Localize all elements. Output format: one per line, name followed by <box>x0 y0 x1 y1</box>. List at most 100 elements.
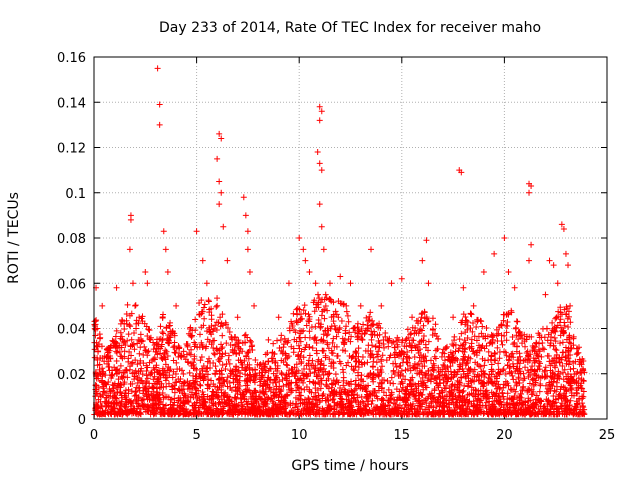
roti-point <box>567 397 574 404</box>
x-tick-label: 0 <box>90 428 98 443</box>
roti-point <box>318 223 325 230</box>
roti-point <box>173 302 180 309</box>
roti-point <box>276 391 283 398</box>
roti-point <box>117 320 124 327</box>
y-tick-label: 0.12 <box>57 142 86 157</box>
roti-point <box>382 329 389 336</box>
roti-point <box>127 216 134 223</box>
roti-point <box>314 149 321 156</box>
roti-point <box>355 345 362 352</box>
roti-point <box>537 375 544 382</box>
y-tick-label: 0.04 <box>57 323 86 338</box>
roti-point <box>334 353 341 360</box>
roti-point <box>378 302 385 309</box>
roti-point <box>557 340 564 347</box>
y-tick-label: 0.16 <box>57 51 86 66</box>
roti-point <box>460 368 467 375</box>
roti-point <box>311 308 318 315</box>
roti-point <box>160 330 167 337</box>
roti-point <box>420 322 427 329</box>
roti-point <box>511 284 518 291</box>
roti-point <box>137 344 144 351</box>
roti-point <box>460 284 467 291</box>
roti-point <box>364 322 371 329</box>
roti-point <box>354 320 361 327</box>
roti-point <box>92 326 99 333</box>
roti-point <box>113 357 120 364</box>
roti-point <box>504 319 511 326</box>
x-tick-label: 25 <box>599 428 616 443</box>
roti-point <box>201 315 208 322</box>
roti-point <box>495 360 502 367</box>
roti-point <box>175 386 182 393</box>
roti-point <box>393 397 400 404</box>
roti-point <box>435 335 442 342</box>
roti-point <box>337 273 344 280</box>
roti-point <box>549 319 556 326</box>
roti-point <box>137 331 144 338</box>
roti-point <box>121 338 128 345</box>
roti-point <box>529 363 536 370</box>
roti-point <box>193 228 200 235</box>
roti-point <box>315 320 322 327</box>
roti-point <box>368 246 375 253</box>
roti-point <box>479 323 486 330</box>
roti-point <box>256 382 263 389</box>
roti-point <box>411 353 418 360</box>
roti-point <box>320 246 327 253</box>
roti-point <box>441 350 448 357</box>
roti-point <box>375 348 382 355</box>
roti-point <box>201 301 208 308</box>
roti-point <box>335 314 342 321</box>
roti-point <box>203 280 210 287</box>
roti-point <box>240 194 247 201</box>
roti-point <box>190 359 197 366</box>
roti-point <box>113 284 120 291</box>
roti-point <box>450 314 457 321</box>
x-tick-label: 10 <box>291 428 308 443</box>
roti-point <box>262 386 269 393</box>
roti-point <box>473 324 480 331</box>
roti-point <box>219 332 226 339</box>
roti-point <box>288 318 295 325</box>
roti-point <box>149 384 156 391</box>
roti-point <box>539 345 546 352</box>
roti-point <box>505 382 512 389</box>
roti-point <box>488 361 495 368</box>
y-tick-label: 0.1 <box>65 187 86 202</box>
roti-point <box>126 246 133 253</box>
roti-point <box>539 340 546 347</box>
roti-point <box>213 303 220 310</box>
roti-point <box>402 376 409 383</box>
roti-point <box>117 362 124 369</box>
roti-point <box>398 275 405 282</box>
roti-point <box>415 350 422 357</box>
roti-point <box>468 311 475 318</box>
roti-point <box>101 358 108 365</box>
roti-point <box>324 307 331 314</box>
roti-point <box>192 316 199 323</box>
roti-point <box>360 321 367 328</box>
roti-point <box>323 381 330 388</box>
roti-point <box>526 257 533 264</box>
roti-point <box>196 381 203 388</box>
roti-point <box>211 351 218 358</box>
roti-point <box>296 334 303 341</box>
plot-frame <box>93 56 608 420</box>
roti-point <box>175 397 182 404</box>
roti-point <box>312 280 319 287</box>
roti-point <box>214 155 221 162</box>
roti-point <box>280 344 287 351</box>
roti-point <box>193 390 200 397</box>
roti-point <box>516 360 523 367</box>
roti-point <box>326 356 333 363</box>
roti-point <box>419 257 426 264</box>
roti-point <box>554 280 561 287</box>
roti-point <box>277 337 284 344</box>
roti-point <box>550 262 557 269</box>
roti-point <box>248 338 255 345</box>
roti-point <box>364 359 371 366</box>
roti-point <box>319 347 326 354</box>
roti-point <box>526 189 533 196</box>
roti-point <box>212 363 219 370</box>
